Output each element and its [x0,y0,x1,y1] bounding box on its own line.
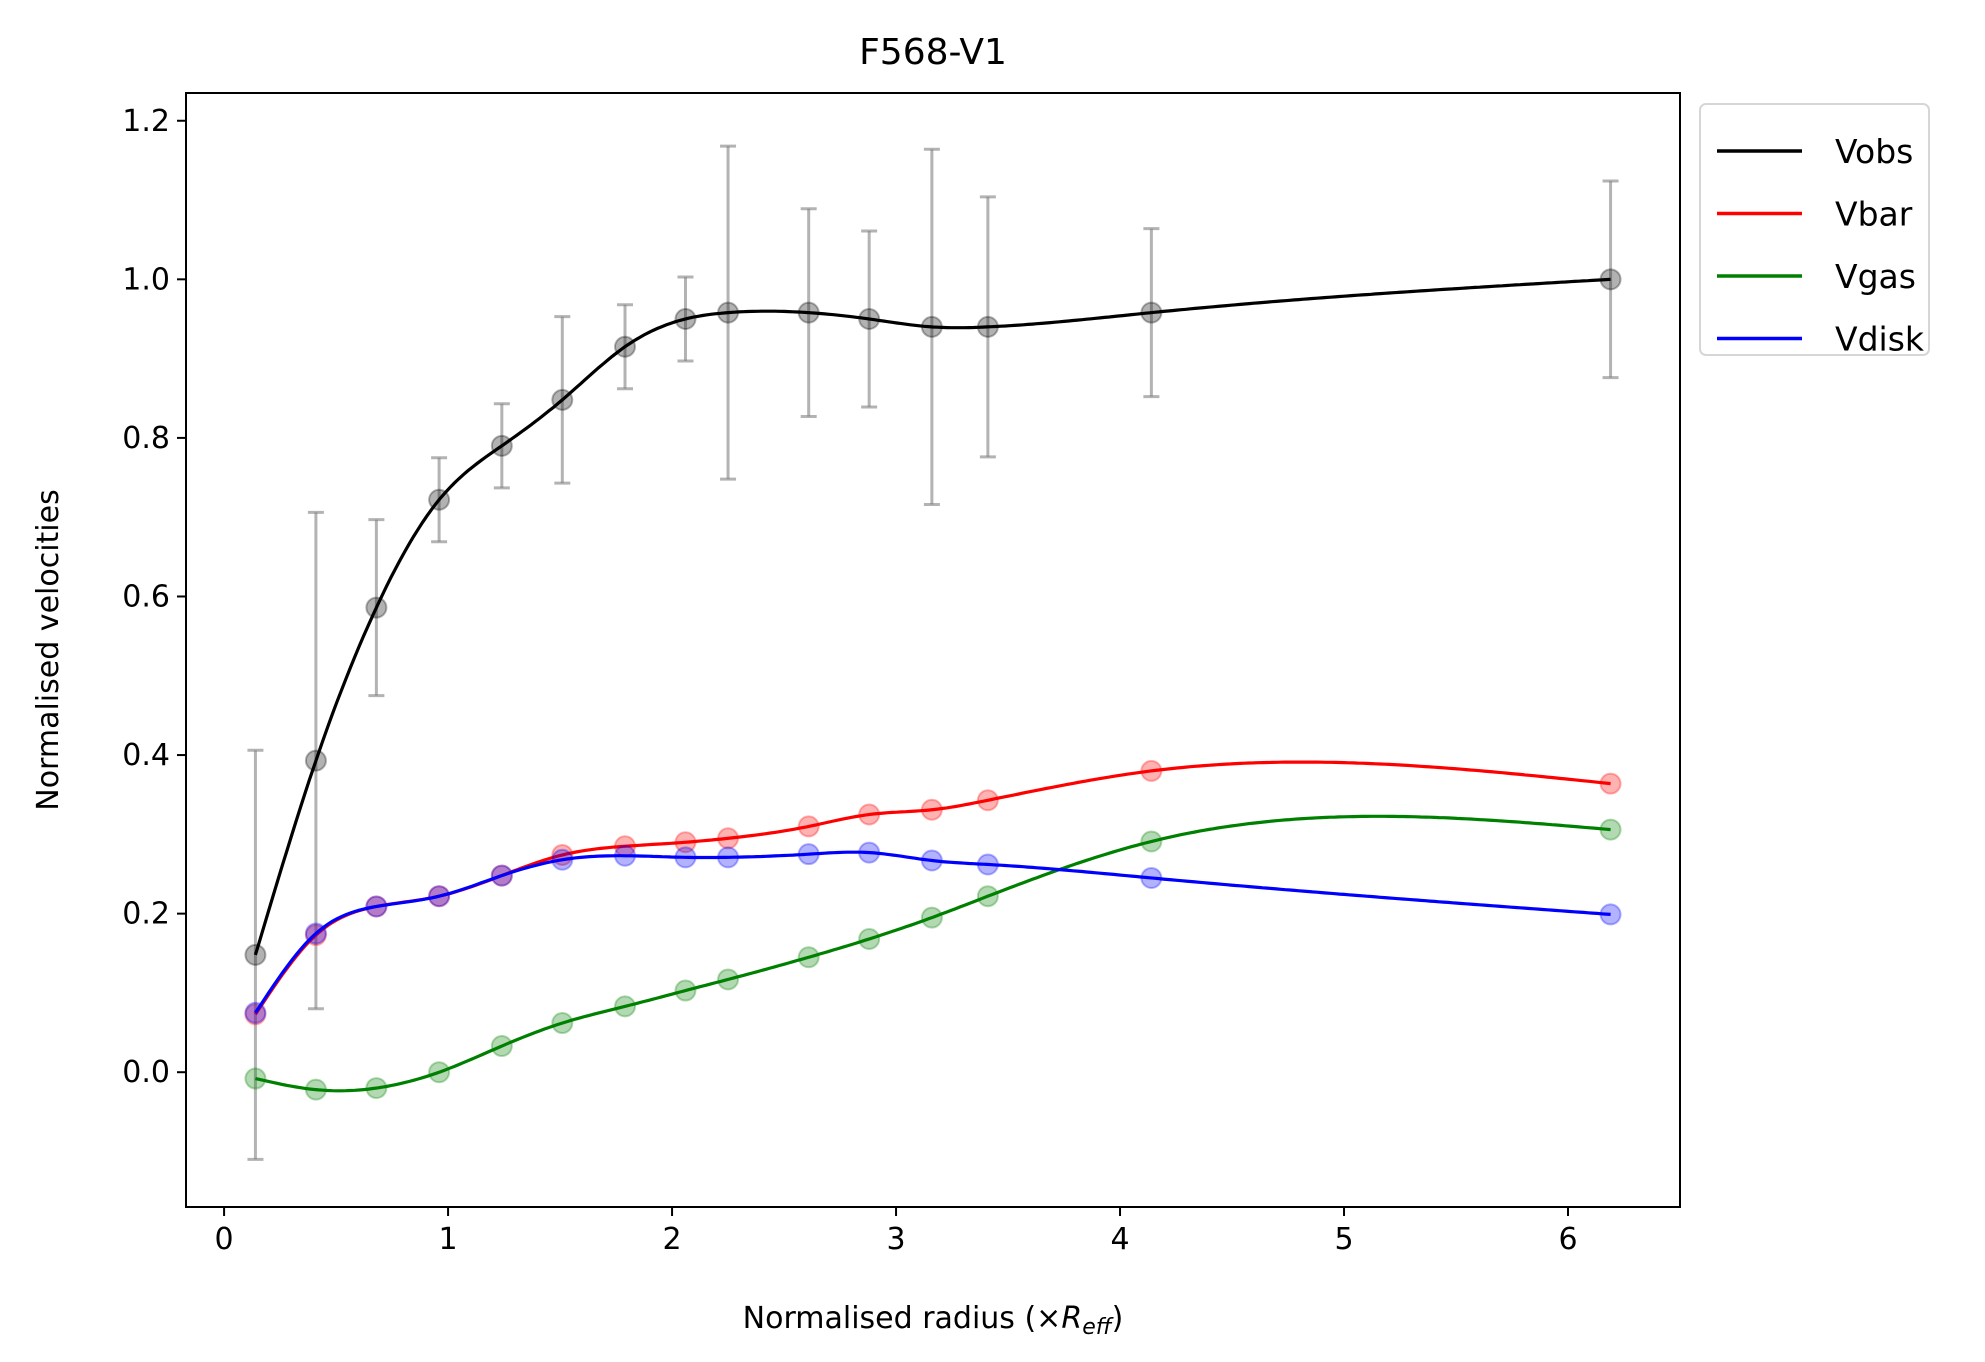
legend-label: Vobs [1835,132,1913,171]
y-axis-label: Normalised velocities [31,489,66,810]
x-tick-label: 3 [886,1222,905,1257]
x-tick-label: 0 [215,1222,234,1257]
y-tick-label: 0.2 [122,897,170,932]
axis-layer: 0 1 2 3 4 5 6 0.0 0.2 0.4 0.6 0.8 1.0 1.2 [122,104,1577,1257]
data-point [244,1001,267,1024]
series-line [254,850,1611,1014]
x-tick-label: 5 [1334,1222,1353,1257]
plot-frame [185,92,1681,1208]
y-tick-label: 1.2 [122,104,170,139]
legend-label: Vdisk [1835,320,1925,359]
y-tick-label: 1.0 [122,262,170,297]
series-line [253,277,1611,956]
y-tick-label: 0.4 [122,738,170,773]
legend-item-vdisk: Vdisk [1717,320,1925,359]
y-tick-label: 0.8 [122,421,170,456]
legend-item-vbar: Vbar [1717,195,1913,234]
x-tick-label: 2 [663,1222,682,1257]
legend-label: Vbar [1835,195,1913,234]
legend: Vobs Vbar Vgas Vdisk [1699,103,1930,359]
series-vgas [244,814,1622,1101]
x-tick-label: 6 [1558,1222,1577,1257]
legend-box [1699,103,1930,356]
y-tick-label: 0.0 [122,1055,170,1090]
series-line [255,814,1611,1093]
chart-title: F568-V1 [859,32,1007,73]
legend-label: Vgas [1835,257,1916,296]
x-axis-label: Normalised radius (×Reff) [743,1301,1124,1340]
legend-item-vobs: Vobs [1717,132,1913,171]
x-tick-label: 4 [1110,1222,1129,1257]
x-tick-label: 1 [439,1222,458,1257]
series-vdisk [244,841,1622,1024]
y-tick-label: 0.6 [122,579,170,614]
series-vobs [244,144,1622,1161]
legend-item-vgas: Vgas [1717,257,1916,296]
series-layer [244,144,1622,1161]
